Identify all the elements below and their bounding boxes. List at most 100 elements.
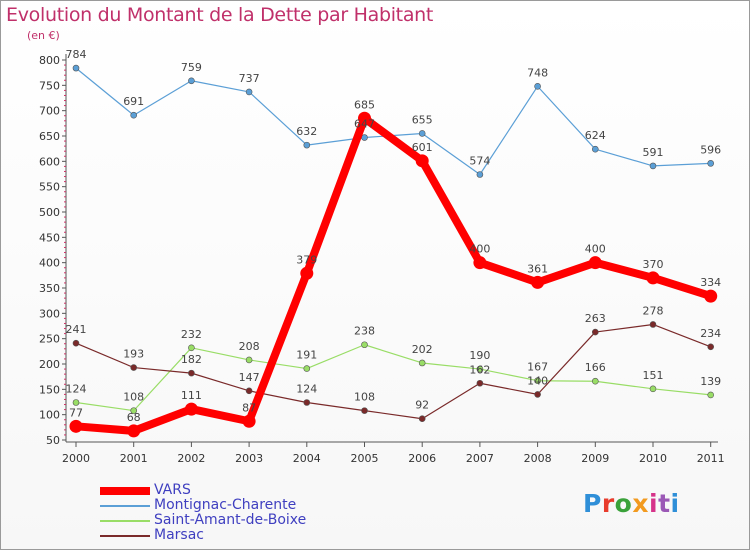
data-point-vars	[242, 414, 256, 428]
x-tick-label: 2000	[62, 452, 90, 465]
y-tick-label: 250	[39, 333, 60, 346]
data-label-montignac-charente: 691	[123, 95, 144, 108]
data-point-marsac	[591, 328, 599, 336]
data-label-saint-amant-de-boixe: 167	[527, 361, 548, 374]
data-label-saint-amant-de-boixe: 151	[643, 369, 664, 382]
data-label-montignac-charente: 759	[181, 61, 202, 74]
x-tick-label: 2009	[581, 452, 609, 465]
data-label-marsac: 263	[585, 312, 606, 325]
data-label-vars: 334	[700, 276, 721, 289]
data-label-saint-amant-de-boixe: 139	[700, 375, 721, 388]
data-point-montignac-charente	[245, 88, 253, 96]
data-label-vars: 77	[69, 406, 83, 419]
data-point-montignac-charente	[130, 111, 137, 119]
data-point-vars	[588, 256, 602, 270]
data-label-montignac-charente: 591	[643, 146, 664, 159]
data-point-vars	[531, 275, 545, 289]
data-label-saint-amant-de-boixe: 124	[66, 383, 87, 396]
data-label-saint-amant-de-boixe: 166	[585, 361, 606, 374]
legend-swatch	[100, 520, 150, 522]
data-label-marsac: 162	[469, 363, 490, 376]
data-point-saint-amant-de-boixe	[476, 365, 484, 373]
data-label-montignac-charente: 784	[66, 48, 87, 61]
data-point-marsac	[476, 379, 484, 387]
logo-letter: i	[649, 489, 659, 518]
proxiti-logo: Proxiti	[583, 489, 680, 518]
data-point-montignac-charente	[649, 162, 657, 170]
data-point-vars	[704, 289, 718, 303]
x-tick-label: 2006	[408, 452, 436, 465]
data-point-marsac	[72, 339, 80, 347]
data-point-montignac-charente	[476, 171, 484, 178]
data-point-vars	[473, 256, 487, 270]
data-point-montignac-charente	[534, 83, 541, 90]
logo-letter: o	[614, 489, 633, 518]
data-point-vars	[300, 266, 314, 280]
data-point-vars	[358, 111, 371, 125]
data-point-saint-amant-de-boixe	[303, 365, 311, 372]
data-point-saint-amant-de-boixe	[649, 385, 657, 393]
data-point-saint-amant-de-boixe	[130, 407, 137, 414]
data-point-vars	[646, 271, 660, 285]
legend-swatch	[100, 505, 150, 507]
y-tick-label: 100	[39, 409, 60, 422]
data-label-marsac: 234	[700, 327, 721, 340]
y-tick-label: 600	[39, 155, 60, 168]
data-label-vars: 400	[469, 243, 490, 256]
data-label-marsac: 140	[527, 374, 548, 387]
chart-subtitle: (en €)	[27, 29, 60, 42]
data-label-marsac: 182	[181, 353, 202, 366]
data-label-saint-amant-de-boixe: 238	[354, 325, 375, 338]
legend-label: Montignac-Charente	[154, 497, 297, 513]
data-point-saint-amant-de-boixe	[72, 399, 80, 406]
data-point-saint-amant-de-boixe	[418, 359, 426, 367]
data-point-montignac-charente	[418, 130, 426, 137]
data-label-marsac: 241	[66, 323, 87, 336]
logo-letter: P	[583, 489, 602, 518]
data-point-saint-amant-de-boixe	[245, 356, 253, 364]
data-point-vars	[184, 402, 198, 416]
data-point-saint-amant-de-boixe	[534, 377, 541, 385]
x-tick-label: 2003	[235, 452, 263, 465]
data-label-montignac-charente: 748	[527, 66, 548, 79]
data-point-montignac-charente	[591, 145, 599, 153]
data-label-saint-amant-de-boixe: 190	[469, 349, 490, 362]
y-tick-label: 650	[39, 130, 60, 143]
chart-title: Evolution du Montant de la Dette par Hab…	[6, 4, 434, 26]
y-tick-label: 300	[39, 307, 60, 320]
y-tick-label: 700	[39, 105, 60, 118]
data-point-marsac	[188, 369, 195, 377]
logo-letter: t	[658, 489, 671, 518]
x-tick-label: 2008	[524, 452, 552, 465]
data-label-montignac-charente: 632	[296, 125, 317, 138]
x-tick-label: 2002	[177, 452, 205, 465]
data-label-marsac: 147	[239, 371, 260, 384]
data-label-vars: 400	[585, 243, 606, 256]
legend-label: VARS	[154, 482, 191, 498]
data-label-vars: 361	[527, 262, 548, 275]
data-label-marsac: 278	[643, 304, 664, 317]
series-line-montignac-charente	[75, 67, 712, 176]
data-point-vars	[127, 424, 141, 438]
x-tick-label: 2001	[120, 452, 148, 465]
data-point-marsac	[361, 407, 368, 414]
data-point-montignac-charente	[72, 64, 80, 72]
data-point-marsac	[418, 415, 426, 423]
data-point-saint-amant-de-boixe	[188, 344, 195, 352]
data-label-montignac-charente: 624	[585, 129, 606, 142]
y-tick-label: 500	[39, 206, 60, 219]
data-point-marsac	[303, 399, 311, 406]
y-tick-label: 50	[46, 434, 60, 447]
data-point-montignac-charente	[707, 160, 715, 167]
y-tick-label: 200	[39, 358, 60, 371]
y-tick-label: 400	[39, 257, 60, 270]
y-tick-label: 550	[39, 181, 60, 194]
data-label-saint-amant-de-boixe: 208	[239, 340, 260, 353]
data-point-vars	[415, 154, 429, 168]
data-label-vars: 685	[354, 98, 375, 111]
logo-letter: x	[632, 489, 649, 518]
y-tick-label: 350	[39, 282, 60, 295]
data-point-saint-amant-de-boixe	[707, 391, 715, 399]
legend-label: Marsac	[154, 527, 204, 543]
